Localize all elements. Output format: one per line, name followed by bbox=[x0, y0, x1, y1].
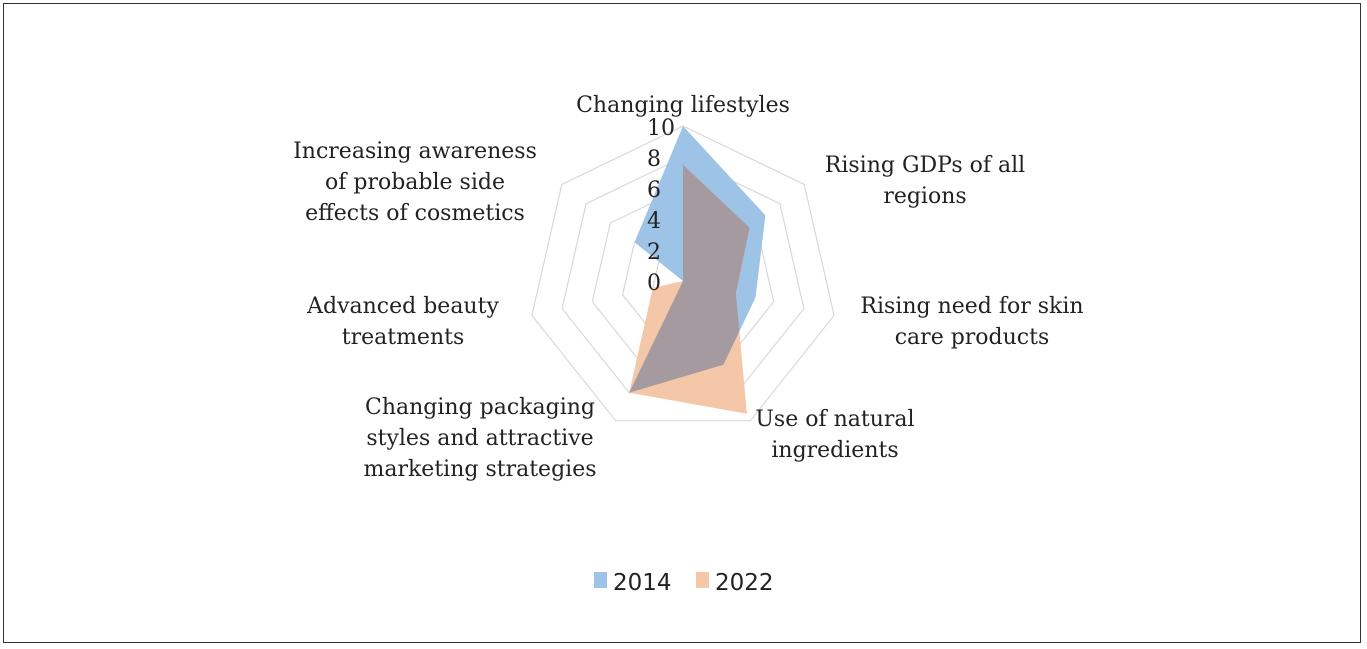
legend-swatch-2022 bbox=[696, 572, 709, 588]
legend-label-2022: 2022 bbox=[715, 570, 774, 596]
legend-label-2014: 2014 bbox=[613, 570, 672, 596]
category-label: Rising need for skin bbox=[860, 294, 1083, 319]
category-label: treatments bbox=[342, 325, 465, 350]
category-label: Increasing awareness bbox=[293, 139, 537, 164]
category-label: of probable side bbox=[325, 170, 505, 195]
category-label: Advanced beauty bbox=[306, 294, 499, 319]
category-label: styles and attractive bbox=[366, 426, 593, 451]
category-label: Use of natural bbox=[755, 407, 914, 432]
category-label: regions bbox=[883, 184, 966, 209]
radar-series bbox=[629, 126, 766, 414]
tick-label: 2 bbox=[647, 240, 661, 265]
legend-swatch-2014 bbox=[594, 572, 607, 588]
category-label: Changing lifestyles bbox=[576, 93, 790, 118]
tick-label: 0 bbox=[647, 271, 661, 296]
radar-tick-labels: 0 2 4 6 8 10 bbox=[647, 116, 675, 296]
radar-category-labels: Changing lifestyles Rising GDPs of all reg… bbox=[293, 93, 1083, 482]
category-label: care products bbox=[895, 325, 1050, 350]
category-label: marketing strategies bbox=[363, 457, 596, 482]
legend: 2014 2022 bbox=[594, 570, 774, 596]
tick-label: 10 bbox=[647, 116, 675, 141]
tick-label: 4 bbox=[647, 209, 661, 234]
tick-label: 6 bbox=[647, 178, 661, 203]
chart-frame bbox=[3, 3, 1361, 643]
tick-label: 8 bbox=[647, 147, 661, 172]
category-label: effects of cosmetics bbox=[305, 201, 525, 226]
category-label: Rising GDPs of all bbox=[825, 153, 1025, 178]
grid-ring bbox=[531, 125, 835, 422]
category-label: Changing packaging bbox=[365, 395, 595, 420]
category-label: ingredients bbox=[771, 438, 898, 463]
